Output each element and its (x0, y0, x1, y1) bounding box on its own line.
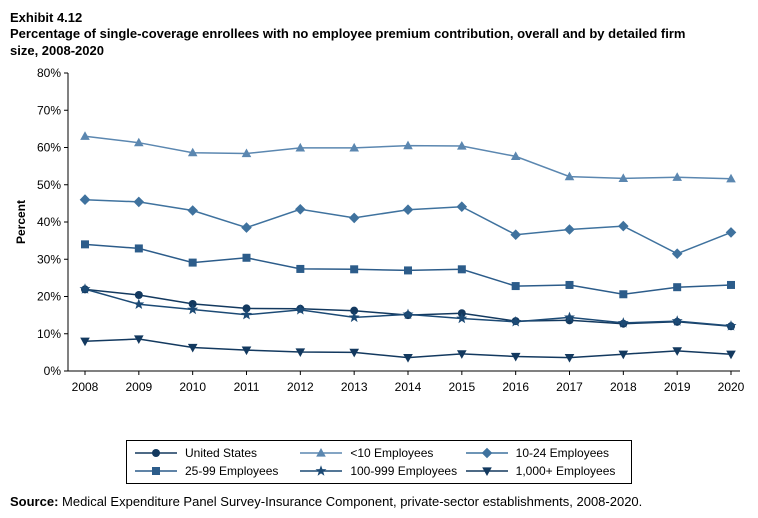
legend-label: 100-999 Employees (350, 463, 458, 478)
svg-text:30%: 30% (37, 252, 61, 266)
legend-label: <10 Employees (350, 445, 434, 460)
svg-text:20%: 20% (37, 289, 61, 303)
svg-text:40%: 40% (37, 215, 61, 229)
svg-text:50%: 50% (37, 178, 61, 192)
chart-header: Exhibit 4.12 Percentage of single-covera… (0, 0, 720, 59)
legend-label: 25-99 Employees (185, 463, 279, 478)
legend-label: 1,000+ Employees (515, 463, 616, 478)
svg-text:80%: 80% (37, 66, 61, 80)
svg-text:2018: 2018 (610, 380, 637, 394)
legend-item-1: <10 Employees (298, 446, 459, 460)
legend-item-2: 10-24 Employees (464, 446, 625, 460)
svg-text:0%: 0% (44, 364, 62, 378)
svg-text:2019: 2019 (664, 380, 691, 394)
svg-text:2013: 2013 (341, 380, 368, 394)
svg-text:2010: 2010 (179, 380, 206, 394)
svg-text:2015: 2015 (448, 380, 475, 394)
diamond-marker-icon (465, 447, 508, 459)
source-label: Source: (10, 493, 59, 509)
source-note: Source: Medical Expenditure Panel Survey… (10, 494, 758, 509)
legend: United States <10 Employees 10-24 Employee… (126, 439, 632, 484)
svg-text:2012: 2012 (287, 380, 314, 394)
svg-text:2011: 2011 (234, 380, 260, 394)
legend-item-0: United States (133, 446, 294, 460)
legend-item-5: 1,000+ Employees (464, 464, 625, 478)
svg-text:Percent: Percent (14, 200, 28, 244)
triangle-marker-icon (300, 447, 343, 457)
svg-text:60%: 60% (37, 140, 61, 154)
svg-text:70%: 70% (37, 103, 61, 117)
circle-marker-icon (135, 448, 177, 457)
legend-label: 10-24 Employees (515, 445, 610, 460)
svg-text:2020: 2020 (718, 380, 745, 394)
svg-text:10%: 10% (37, 327, 61, 341)
svg-text:2008: 2008 (72, 380, 99, 394)
legend-item-4: 100-999 Employees (298, 464, 459, 478)
square-marker-icon (135, 466, 177, 475)
legend-label: United States (185, 445, 258, 460)
svg-text:2009: 2009 (125, 380, 152, 394)
star-marker-icon (300, 464, 343, 476)
source-text: Medical Expenditure Panel Survey-Insuran… (58, 493, 643, 509)
line-chart: 0% 10% 20% 30% 40% 50% 60% 70% 80% 2008 2009 2010 20… (14, 66, 745, 394)
triangle-down-marker-icon (465, 467, 508, 476)
svg-text:2014: 2014 (395, 380, 422, 394)
exhibit-number: Exhibit 4.12 (10, 10, 83, 25)
legend-item-3: 25-99 Employees (133, 464, 294, 478)
chart-title: Percentage of single-coverage enrollees … (10, 26, 686, 58)
svg-text:2017: 2017 (556, 380, 583, 394)
svg-text:2016: 2016 (502, 380, 529, 394)
legend-grid: United States <10 Employees 10-24 Employee… (133, 446, 625, 478)
